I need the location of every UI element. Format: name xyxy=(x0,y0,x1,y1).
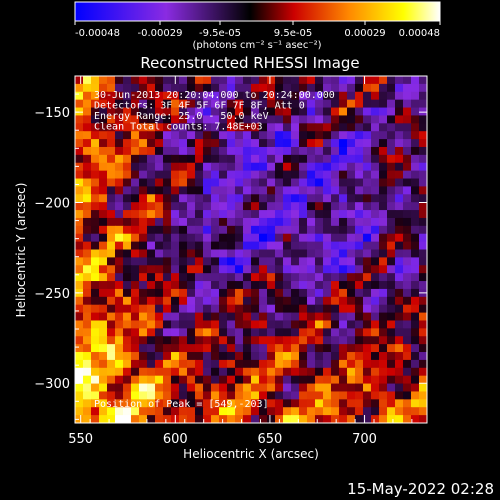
chart-title: Reconstructed RHESSI Image xyxy=(140,54,359,72)
colorbar-tick-label: 0.00048 xyxy=(399,28,440,39)
colorbar xyxy=(74,1,441,22)
annotation-line: Energy Range: 25.0 - 50.0 keV xyxy=(94,111,269,122)
x-axis-label: Heliocentric X (arcsec) xyxy=(183,447,319,461)
colorbar-ticks: -0.00048 -0.00029 -9.5e-05 9.5e-05 0.00029 0.… xyxy=(74,21,441,39)
y-tick-label: −200 xyxy=(34,197,70,212)
y-tick-label: −150 xyxy=(34,106,70,121)
colorbar-tick-label: 0.00029 xyxy=(344,28,385,39)
annotation-line: Clean Total counts: 7.48E+03 xyxy=(94,122,263,133)
annotation-line: Detectors: 3F 4F 5F 6F 7F 8F, Att 0 xyxy=(94,101,305,112)
x-tick-label: 550 xyxy=(68,432,93,447)
x-tick-label: 700 xyxy=(352,432,377,447)
colorbar-tick-label: 9.5e-05 xyxy=(274,28,312,39)
colorbar-tick-label: -9.5e-05 xyxy=(199,28,241,39)
x-tick-label: 600 xyxy=(163,432,188,447)
annotation-line: 30-Jun-2013 20:20:04.000 to 20:24:00.000 xyxy=(94,90,335,101)
peak-position-label: Position of Peak = [549,-203] xyxy=(94,399,269,410)
colorbar-tick-label: -0.00048 xyxy=(75,28,120,39)
y-axis-label: Heliocentric Y (arcsec) xyxy=(14,183,28,318)
x-tick-label: 650 xyxy=(258,432,283,447)
y-tick-label: −300 xyxy=(34,377,70,392)
annotation-block: 30-Jun-2013 20:20:04.000 to 20:24:00.000… xyxy=(94,90,335,133)
axis-ticks: 550 600 650 700 −150 −200 −250 −300 xyxy=(34,75,427,447)
footer-timestamp: 15-May-2022 02:28 xyxy=(347,480,494,498)
plot-frame xyxy=(74,75,428,424)
heatmap-image xyxy=(75,76,427,423)
y-tick-label: −250 xyxy=(34,287,70,302)
colorbar-unit-label: (photons cm⁻² s⁻¹ asec⁻²) xyxy=(192,40,321,51)
colorbar-tick-label: -0.00029 xyxy=(138,28,183,39)
